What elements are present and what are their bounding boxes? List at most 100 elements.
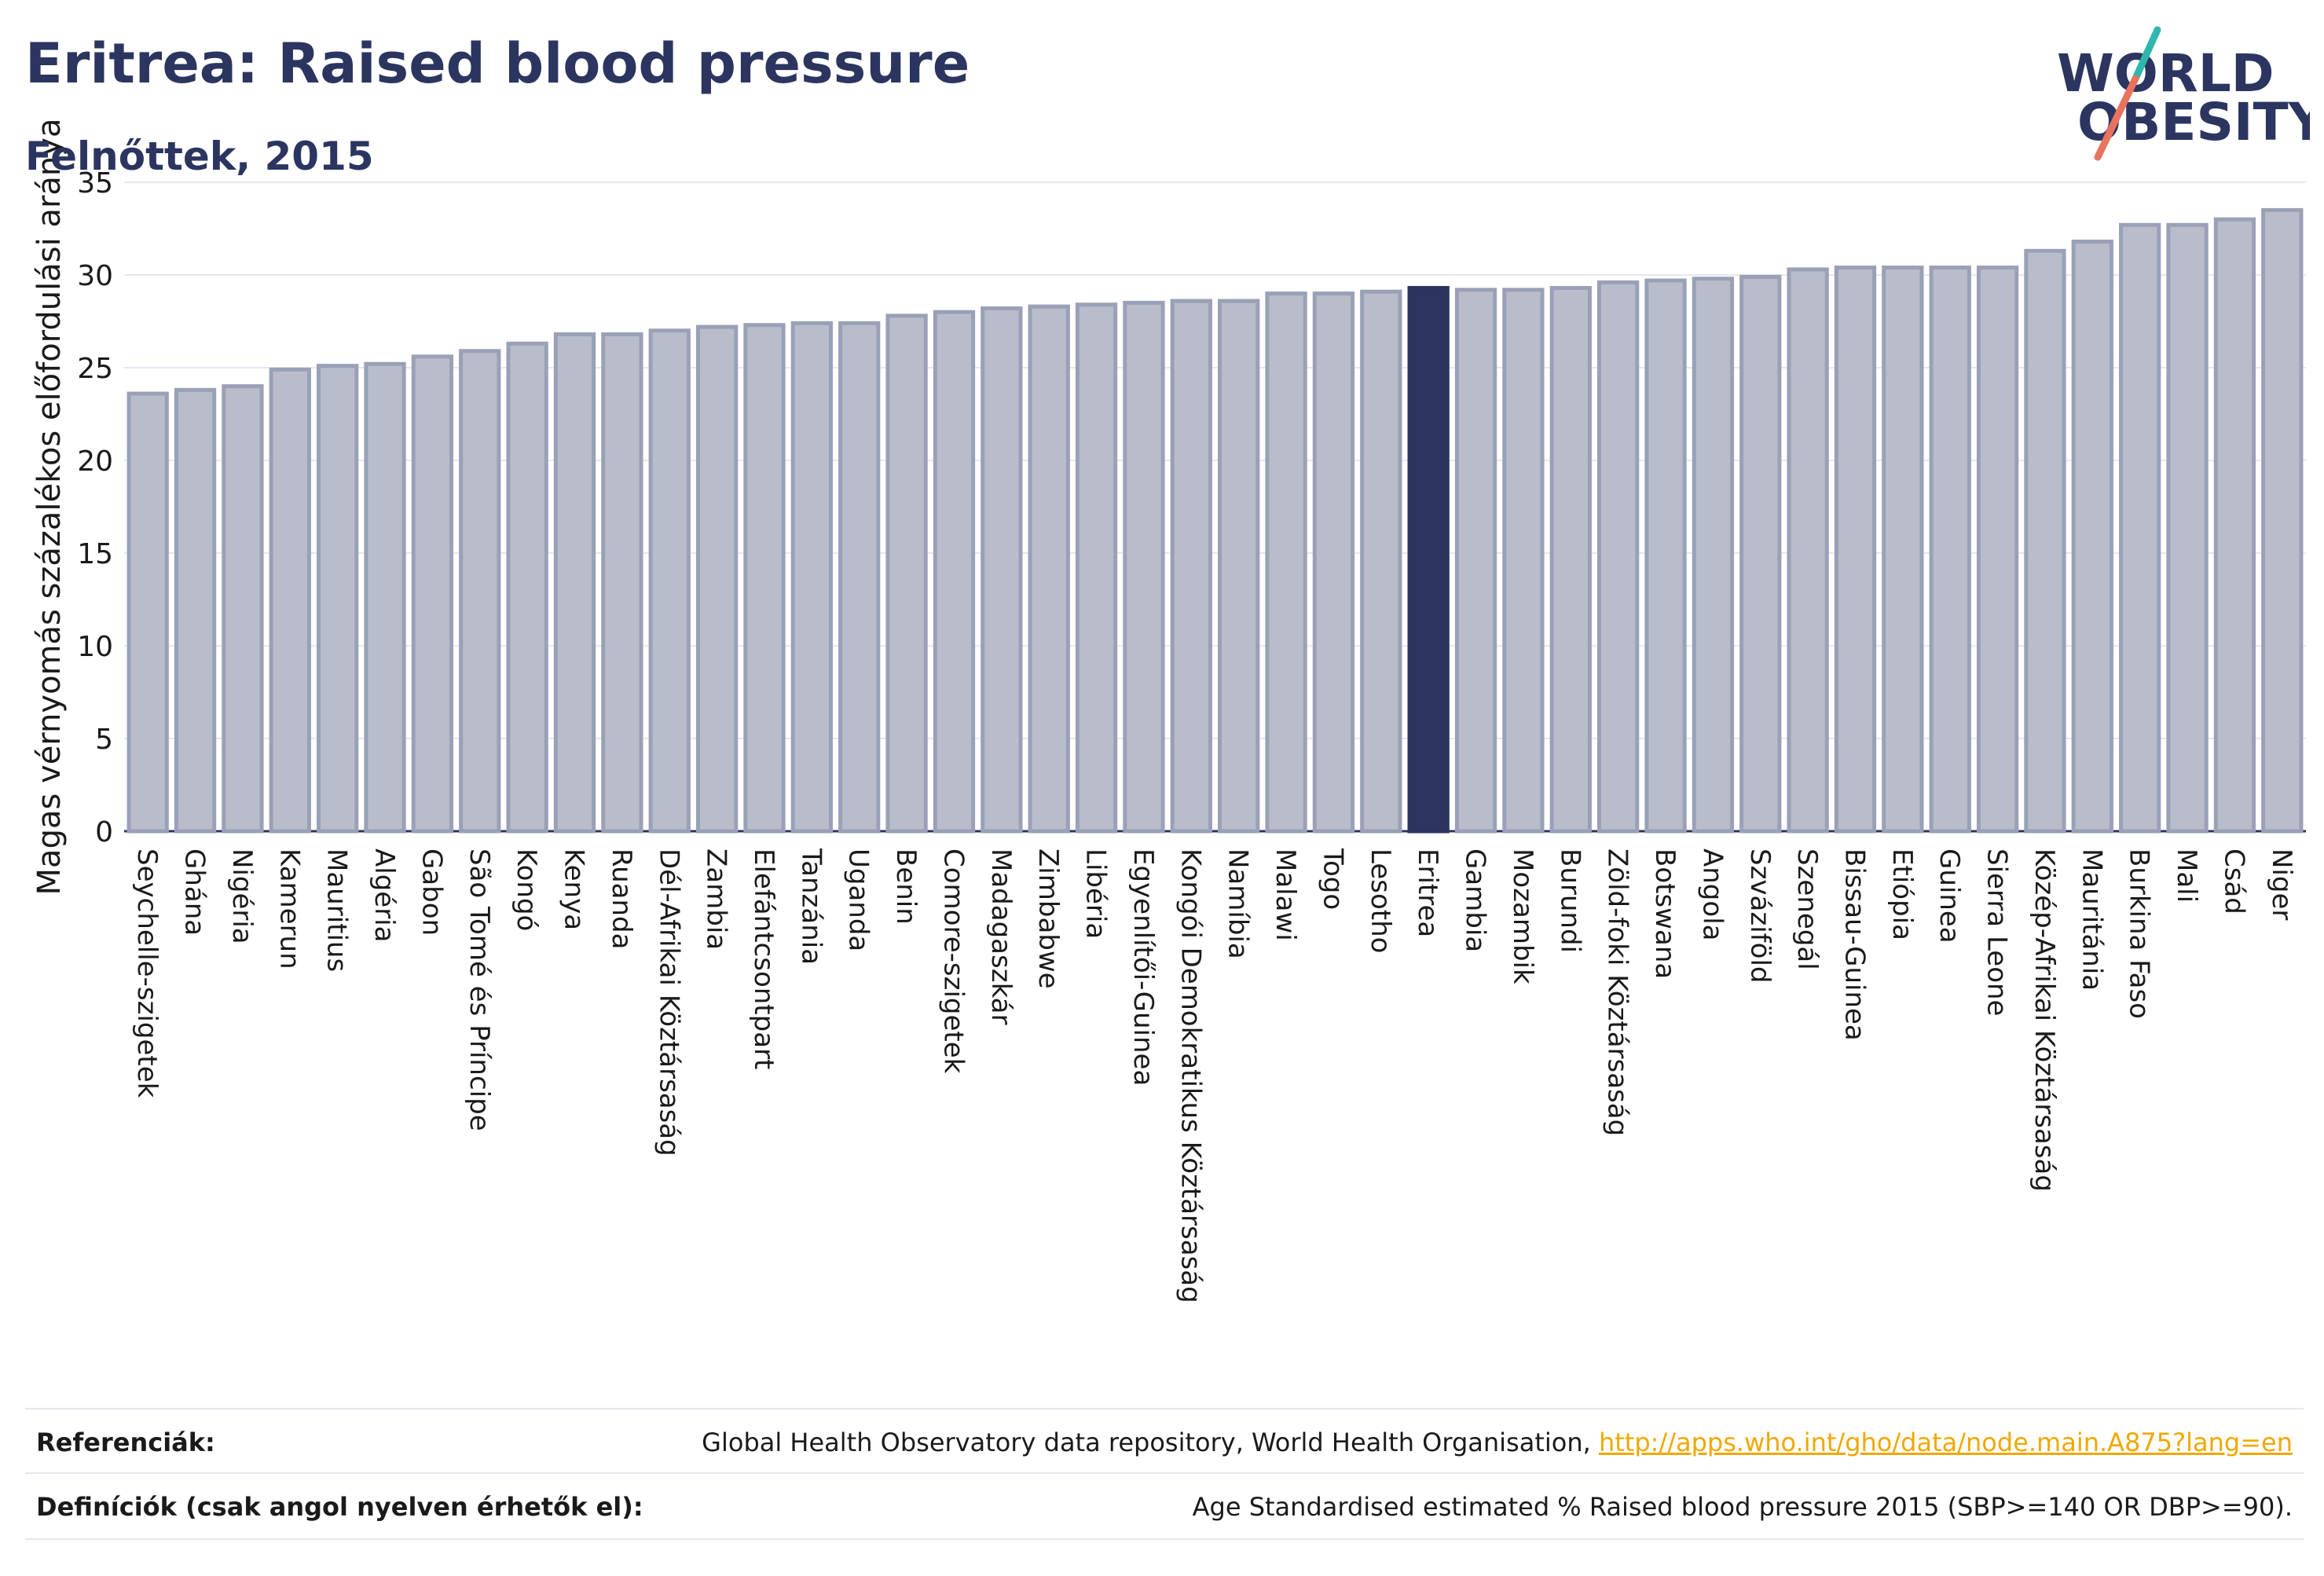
bar-togo [1312,291,1355,834]
bar-csád [2213,217,2256,834]
bar-etiópia [1882,266,1924,834]
x-tick-label: Mali [2171,848,2202,903]
x-tick-label: Kenya [559,848,590,930]
bar-libéria [1075,302,1118,834]
x-tick-label: Zimbabwe [1032,848,1064,989]
bar-seychelle-szigetek [126,391,169,834]
references-text: Global Health Observatory data repositor… [702,1428,1599,1457]
x-tick-label: Angola [1696,848,1728,940]
bar-s-o-tomé-és-príncipe [459,349,501,834]
y-tick-label: 35 [77,167,113,200]
y-tick-label: 5 [95,724,113,756]
x-tick-label: Zambia [701,848,732,950]
bar-kongó [506,341,548,834]
x-tick-label: Gambia [1460,848,1491,952]
bar-botswana [1644,278,1687,834]
bar-mauritánia [2071,240,2113,834]
x-tick-label: Comore-szigetek [937,848,969,1074]
bar-egyenlítői-guinea [1123,300,1165,834]
x-tick-label: Mauritánia [2076,848,2107,991]
bar-szenegál [1787,267,1829,834]
logo-line-1: WORLD [2057,43,2275,104]
x-tick-label: Benin [890,848,922,925]
x-tick-label: Malawi [1270,848,1301,941]
bar-burkina-faso [2119,222,2161,834]
x-tick-label: Ruanda [606,848,637,949]
bar-zimbabwe [1028,304,1070,834]
bar-ruanda [601,332,643,834]
bar-chart: 0 5 10 15 20 25 30 35 Seychelle-szigetek Ghána Ni… [31,119,2306,1303]
bars [126,207,2304,834]
bar-comore-szigetek [933,310,976,834]
x-tick-label: Uganda [843,848,874,951]
bar-eritrea [1407,286,1450,834]
bar-namíbia [1218,299,1260,834]
bar-sierra-leone [1976,266,2019,834]
y-tick-label: 30 [77,260,113,292]
x-tick-labels: Seychelle-szigetek Ghána Nigéria Kamerun Mau… [131,848,2297,1303]
x-tick-label: São Tomé és Príncipe [464,848,495,1131]
bar-madagaszkár [981,306,1023,834]
x-tick-label: Eritrea [1412,848,1443,937]
bar-ghána [174,387,217,834]
x-tick-label: Etiópia [1886,848,1918,940]
x-tick-label: Bissau-Guinea [1838,848,1870,1041]
x-tick-label: Guinea [1934,848,1965,944]
bar-kamerun [269,367,311,834]
x-tick-label: Ghána [179,848,211,936]
bar-dél-afrikai-köztársaság [648,328,691,834]
x-tick-label: Gabon [416,848,447,936]
bar-mozambik [1502,288,1545,834]
bar-benin [885,313,928,834]
y-tick-labels: 0 5 10 15 20 25 30 35 [77,167,113,848]
definitions-row: Definíciók (csak angol nyelven érhetők e… [25,1472,2304,1540]
bar-malawi [1265,291,1307,834]
references-label: Referenciák: [36,1428,215,1457]
x-tick-label: Kongó [511,848,542,931]
world-obesity-logo: WORLD OBESITY [2057,26,2310,161]
x-tick-label: Burundi [1554,848,1585,953]
x-tick-label: Egyenlítői-Guinea [1127,848,1159,1086]
definitions-label: Definíciók (csak angol nyelven érhetők e… [36,1492,643,1522]
x-tick-label: Togo [1317,848,1348,910]
bar-kongói-demokratikus-köztársaság [1170,299,1212,834]
references-link[interactable]: http://apps.who.int/gho/data/node.main.A… [1598,1428,2293,1457]
bar-mauritius [317,364,359,834]
bar-közép-afrikai-köztársaság [2024,248,2066,834]
bar-elefántcsontpart [743,323,786,834]
bar-guinea [1929,266,1971,834]
bar-tanzánia [790,321,834,834]
x-tick-label: Dél-Afrikai Köztársaság [653,848,684,1156]
bar-zambia [695,324,739,834]
bar-uganda [838,321,881,834]
x-tick-label: Csád [2218,848,2249,914]
x-tick-label: Algéria [368,848,400,942]
bar-lesotho [1360,289,1402,834]
bar-nigéria [222,384,264,834]
x-tick-label: Elefántcsontpart [748,848,779,1069]
y-tick-label: 15 [77,538,113,570]
y-tick-label: 25 [77,353,113,385]
page-title: Eritrea: Raised blood pressure [25,31,970,96]
x-tick-label: Namíbia [1222,848,1254,959]
references-value: Global Health Observatory data repositor… [702,1428,2293,1457]
x-tick-label: Seychelle-szigetek [131,848,163,1098]
x-tick-label: Kamerun [273,848,305,969]
bar-burundi [1549,286,1592,834]
x-tick-label: Niger [2266,848,2297,920]
x-tick-label: Szváziföld [1744,848,1776,983]
x-tick-label: Tanzánia [795,848,827,965]
y-axis-label: Magas vérnyomás százalékos előfordulási … [31,119,68,896]
page-subtitle: Felnőttek, 2015 [25,134,374,179]
definitions-text: Age Standardised estimated % Raised bloo… [1192,1492,2293,1522]
bar-mali [2166,222,2209,834]
y-tick-label: 10 [77,631,113,663]
x-tick-label: Szenegál [1791,848,1823,970]
x-tick-label: Madagaszkár [985,848,1017,1024]
bar-bissau-guinea [1834,266,1877,834]
y-tick-label: 20 [77,445,113,478]
x-tick-label: Mauritius [321,848,353,972]
bar-gabon [411,354,454,834]
bar-algéria [364,361,406,834]
references-row: Referenciák: Global Health Observatory d… [25,1408,2304,1474]
